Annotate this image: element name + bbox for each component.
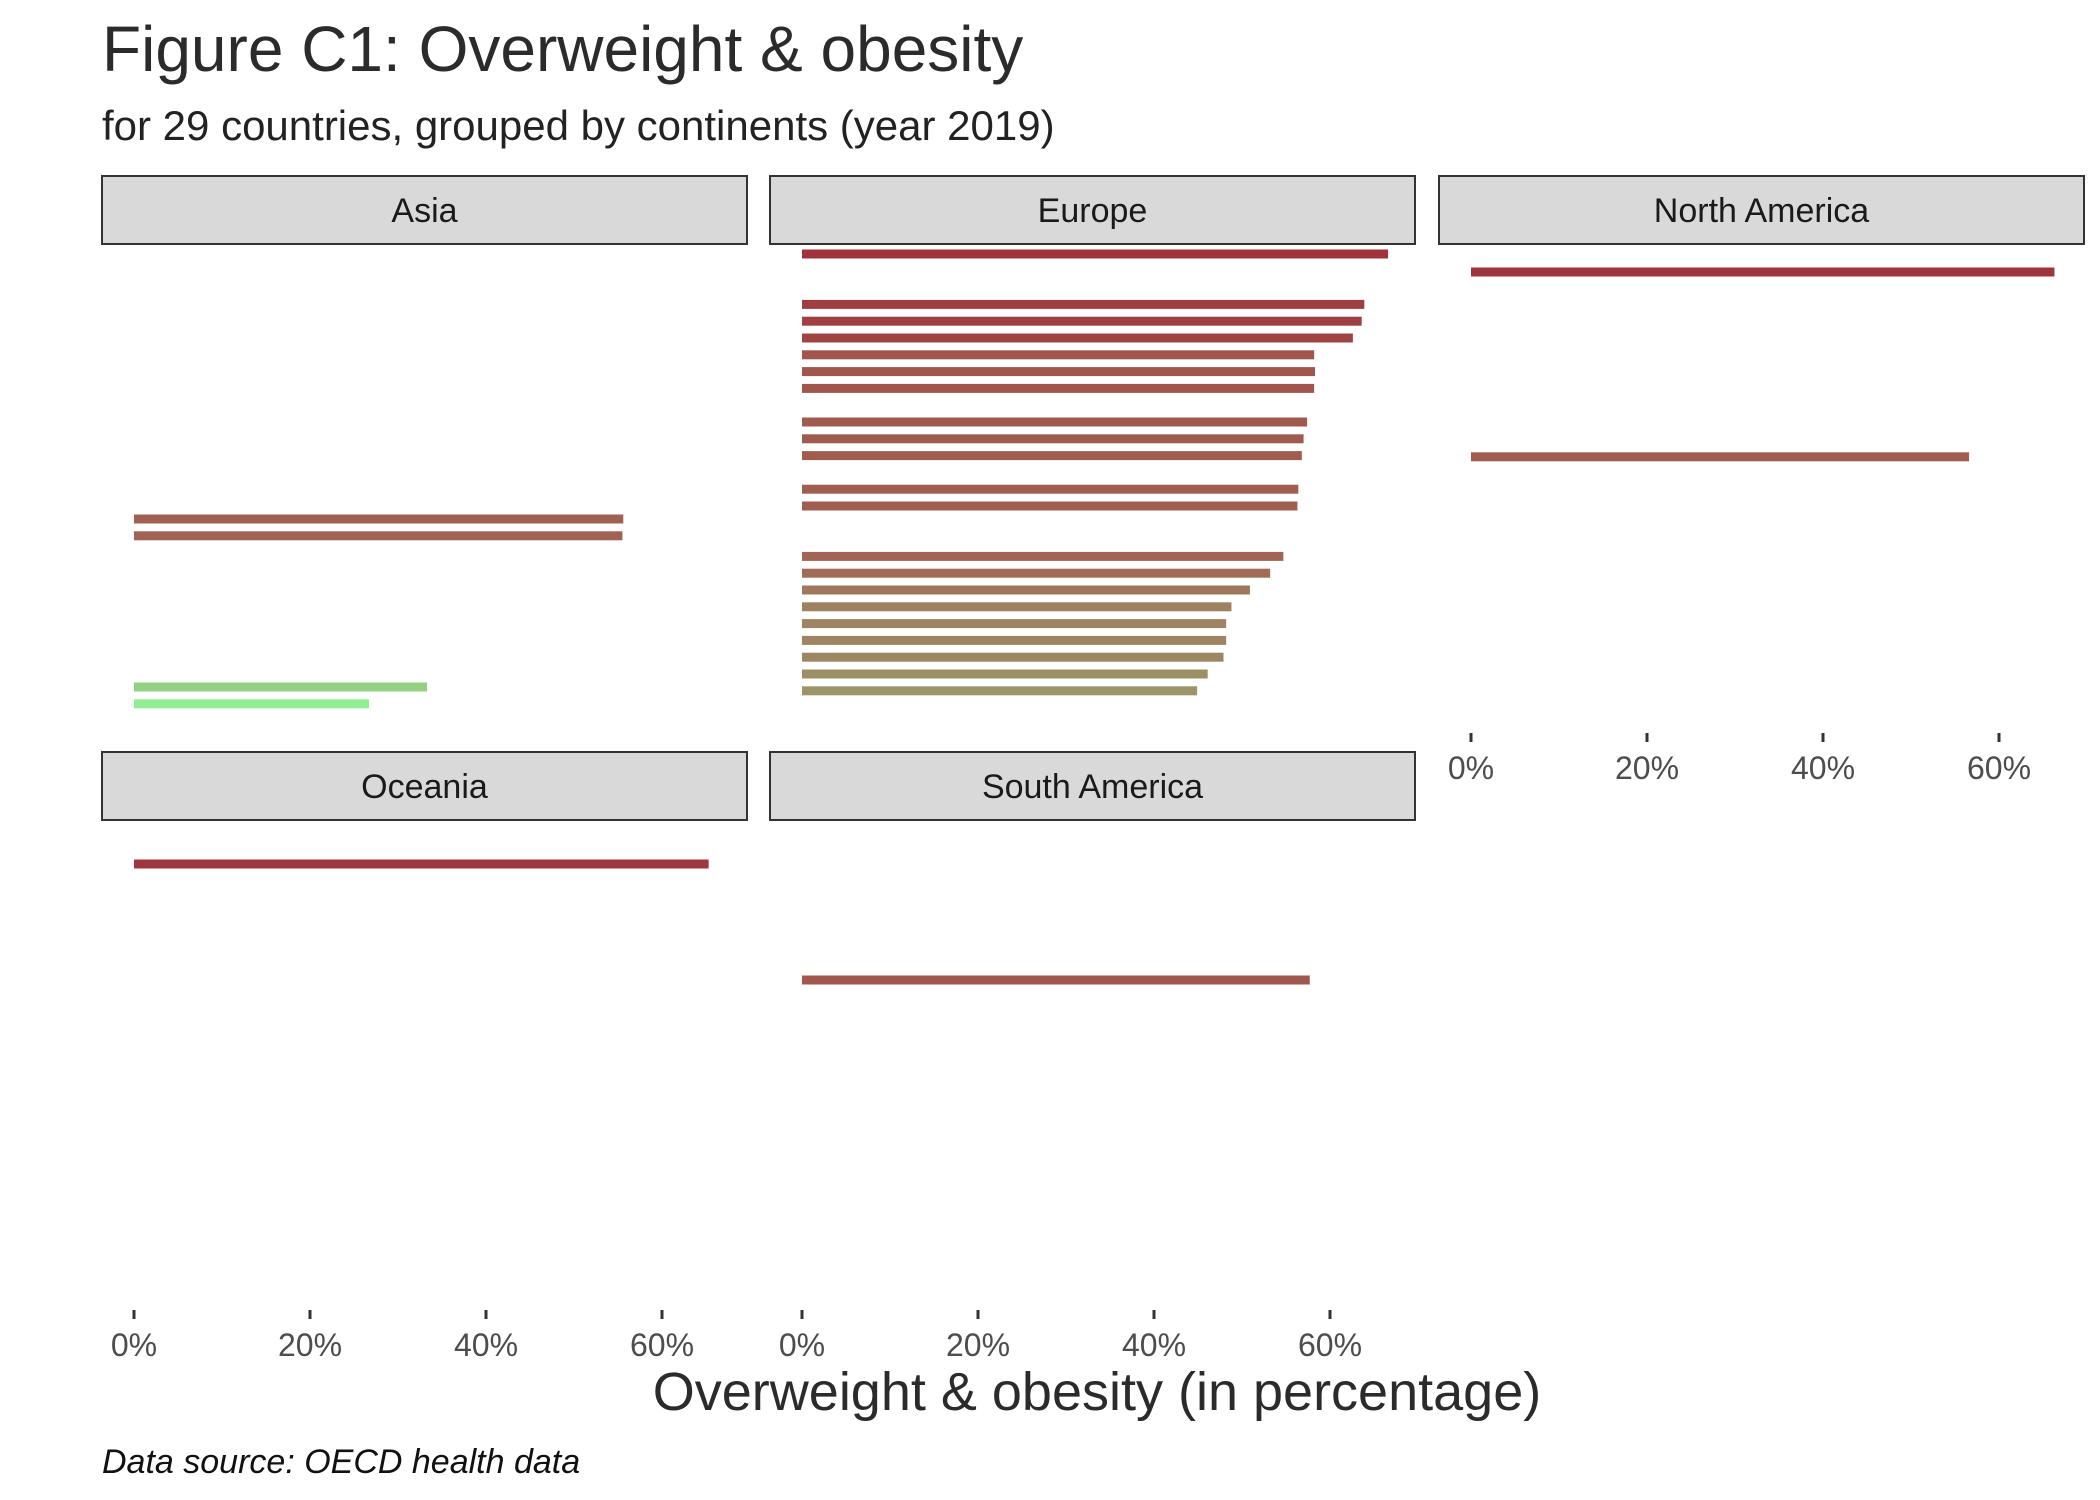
bar-europe-15 [802,585,1250,595]
panel-europe: Europe [769,175,1416,696]
strip-south-america [769,751,1416,821]
panel-asia: Asia [101,175,748,709]
bar-europe-14 [802,568,1271,578]
strip-europe [769,175,1416,245]
strip-label-north-america: North America [1654,192,1869,230]
bar-europe-5 [802,350,1315,360]
chart-title: Figure C1: Overweight & obesity [102,13,1024,85]
bar-europe-11 [802,484,1299,494]
bar-asia-2 [134,531,623,541]
chart-caption: Data source: OECD health data [102,1443,581,1481]
strip-label-europe: Europe [1038,192,1148,230]
bar-europe-3 [802,316,1362,326]
panel-south-america: South America 0% 20% 40% 60% [769,751,1416,1363]
bar-asia-4 [134,699,369,709]
bar-europe-20 [802,669,1208,679]
bar-asia-3 [134,682,428,692]
strip-north-america [1438,175,2085,245]
bar-europe-18 [802,635,1227,645]
x-tick-label-south-america-1: 20% [946,1327,1010,1363]
x-tick-label-south-america-0: 0% [779,1327,825,1363]
bar-europe-9 [802,434,1304,444]
strip-label-oceania: Oceania [361,768,488,806]
bar-europe-16 [802,602,1232,612]
x-axis-title: Overweight & obesity (in percentage) [653,1362,1541,1422]
x-tick-label-north-america-3: 60% [1967,750,2031,786]
bar-south-america-1 [802,975,1310,985]
x-tick-label-north-america-0: 0% [1448,750,1494,786]
bar-oceania-1 [134,859,709,869]
x-tick-label-north-america-1: 20% [1615,750,1679,786]
bar-europe-1 [802,249,1389,259]
bar-europe-21 [802,686,1198,696]
bar-europe-2 [802,299,1365,309]
bar-europe-19 [802,652,1224,662]
x-tick-label-south-america-3: 60% [1298,1327,1362,1363]
bar-asia-1 [134,514,624,524]
chart-subtitle: for 29 countries, grouped by continents … [102,102,1055,149]
bar-europe-13 [802,551,1284,561]
panel-oceania: Oceania 0% 20% 40% 60% [101,751,748,1363]
x-tick-label-oceania-2: 40% [454,1327,518,1363]
bar-europe-7 [802,383,1315,393]
bar-north-america-1 [1471,267,2055,277]
bar-europe-6 [802,367,1316,377]
bar-north-america-2 [1471,452,1970,462]
panel-north-america: North America 0% 20% 40% 60% [1438,175,2085,786]
bar-europe-12 [802,501,1298,511]
strip-oceania [101,751,748,821]
bar-europe-4 [802,333,1353,343]
x-tick-label-oceania-3: 60% [630,1327,694,1363]
strip-label-asia: Asia [391,192,457,230]
x-tick-label-oceania-0: 0% [111,1327,157,1363]
strip-label-south-america: South America [982,768,1203,806]
bar-europe-17 [802,619,1227,629]
x-tick-label-south-america-2: 40% [1122,1327,1186,1363]
x-tick-label-oceania-1: 20% [278,1327,342,1363]
bar-europe-10 [802,451,1302,461]
strip-asia [101,175,748,245]
x-tick-label-north-america-2: 40% [1791,750,1855,786]
bar-europe-8 [802,417,1308,427]
